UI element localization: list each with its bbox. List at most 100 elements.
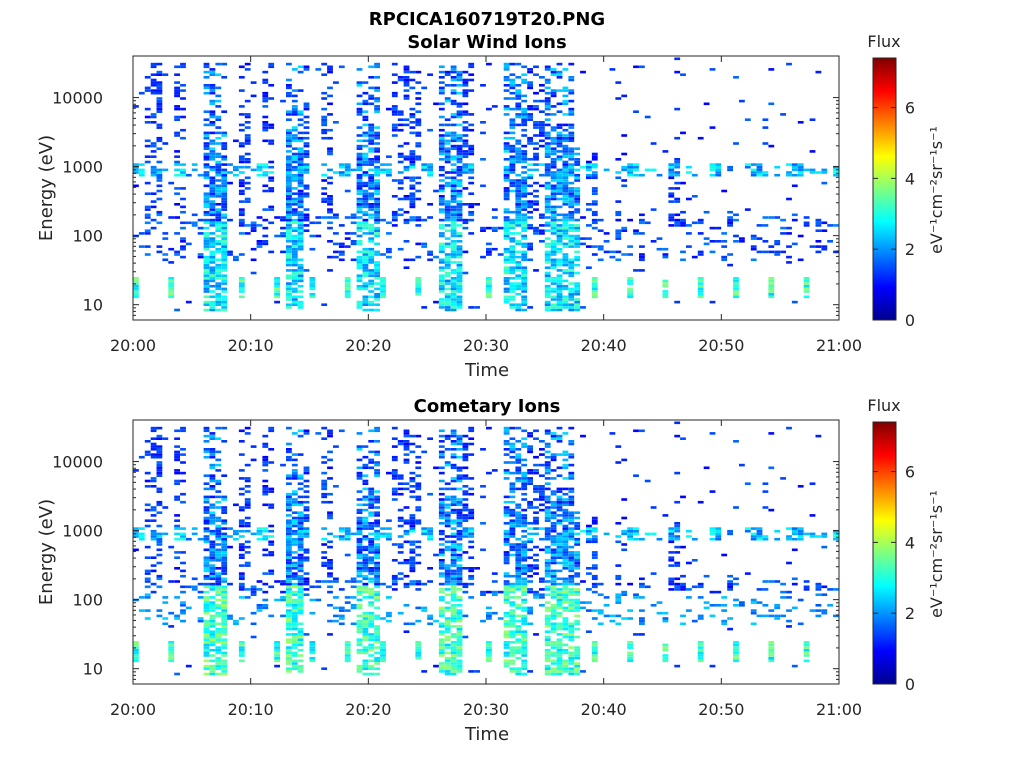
spectrogram-cell: [486, 282, 492, 285]
spectrogram-cell: [533, 208, 539, 211]
spectrogram-cell: [215, 604, 222, 607]
spectrogram-cell: [650, 142, 657, 145]
spectrogram-cell: [438, 282, 445, 285]
spectrogram-cell: [544, 279, 551, 283]
spectrogram-cell: [156, 614, 163, 618]
spectrogram-cell: [550, 614, 557, 618]
spectrogram-cell: [227, 527, 233, 530]
spectrogram-cell: [568, 205, 575, 209]
spectrogram-cell: [250, 247, 257, 251]
x-tick-label: 20:30: [463, 336, 509, 355]
spectrogram-cell: [444, 70, 451, 74]
spectrogram-cell: [262, 485, 269, 488]
spectrogram-cell: [450, 429, 457, 433]
spectrogram-cell: [215, 574, 222, 578]
spectrogram-cell: [327, 269, 333, 272]
spectrogram-cell: [362, 646, 369, 649]
spectrogram-cell: [786, 171, 792, 174]
spectrogram-cell: [562, 102, 569, 106]
spectrogram-cell: [444, 622, 451, 626]
spectrogram-cell: [774, 165, 781, 169]
spectrogram-cell: [550, 527, 557, 530]
spectrogram-cell: [668, 168, 675, 172]
spectrogram-cell: [327, 604, 333, 607]
spectrogram-cell: [521, 200, 528, 203]
spectrogram-cell: [268, 551, 275, 554]
spectrogram-cell: [509, 596, 516, 599]
spectrogram-cell: [762, 142, 769, 145]
spectrogram-cell: [180, 611, 186, 615]
spectrogram-cell: [397, 519, 404, 522]
spectrogram-cell: [409, 158, 416, 161]
spectrogram-cell: [209, 450, 216, 454]
spectrogram-cell: [539, 527, 545, 530]
spectrogram-cell: [262, 173, 269, 177]
spectrogram-cell: [521, 529, 528, 533]
spectrogram-cell: [527, 622, 533, 626]
spectrogram-cell: [827, 240, 833, 243]
spectrogram-cell: [356, 303, 363, 306]
spectrogram-cell: [262, 234, 269, 238]
spectrogram-cell: [344, 245, 351, 248]
spectrogram-cell: [380, 279, 386, 283]
spectrogram-cell: [185, 664, 192, 668]
spectrogram-cell: [150, 556, 157, 559]
spectrogram-cell: [521, 160, 528, 164]
spectrogram-cell: [286, 118, 292, 121]
spectrogram-cell: [297, 537, 304, 541]
spectrogram-cell: [503, 582, 510, 586]
spectrogram-cell: [386, 532, 392, 536]
spectrogram-cell: [221, 659, 228, 663]
spectrogram-cell: [338, 527, 345, 530]
spectrogram-cell: [203, 261, 210, 264]
spectrogram-cell: [286, 670, 292, 673]
spectrogram-cell: [391, 469, 398, 472]
spectrogram-cell: [562, 179, 569, 182]
spectrogram-cell: [562, 593, 569, 596]
spectrogram-cell: [215, 163, 222, 166]
spectrogram-cell: [515, 630, 522, 633]
spectrogram-cell: [133, 165, 139, 169]
spectrogram-cell: [521, 630, 528, 633]
spectrogram-cell: [568, 266, 575, 269]
spectrogram-cell: [238, 123, 245, 127]
spectrogram-cell: [297, 495, 304, 499]
spectrogram-cell: [450, 91, 457, 95]
spectrogram-cell: [521, 564, 528, 567]
spectrogram-cell: [168, 580, 175, 583]
spectrogram-cell: [374, 556, 380, 559]
spectrogram-cell: [539, 123, 545, 127]
spectrogram-cell: [438, 144, 445, 148]
spectrogram-cell: [297, 543, 304, 546]
spectrogram-cell: [427, 168, 433, 172]
spectrogram-cell: [362, 155, 369, 158]
spectrogram-cell: [203, 165, 210, 169]
spectrogram-cell: [639, 173, 645, 177]
spectrogram-cell: [356, 139, 363, 143]
spectrogram-cell: [750, 258, 757, 262]
spectrogram-cell: [438, 189, 445, 193]
spectrogram-cell: [250, 224, 257, 227]
spectrogram-cell: [462, 590, 469, 594]
spectrogram-cell: [374, 210, 380, 214]
spectrogram-cell: [368, 173, 375, 177]
spectrogram-cell: [456, 284, 463, 288]
spectrogram-cell: [509, 590, 516, 594]
spectrogram-cell: [580, 216, 586, 219]
spectrogram-cell: [456, 76, 463, 79]
spectrogram-cell: [291, 667, 298, 670]
spectrogram-cell: [221, 596, 228, 599]
spectrogram-cell: [521, 643, 528, 647]
spectrogram-cell: [133, 527, 139, 530]
spectrogram-cell: [221, 295, 228, 299]
spectrogram-cell: [268, 429, 275, 433]
spectrogram-cell: [356, 306, 363, 309]
spectrogram-cell: [215, 195, 222, 198]
spectrogram-cell: [591, 165, 598, 169]
spectrogram-cell: [550, 503, 557, 507]
spectrogram-cell: [144, 569, 151, 573]
spectrogram-cell: [509, 271, 516, 275]
spectrogram-cell: [521, 303, 528, 306]
spectrogram-cell: [238, 548, 245, 552]
spectrogram-cell: [156, 450, 163, 454]
